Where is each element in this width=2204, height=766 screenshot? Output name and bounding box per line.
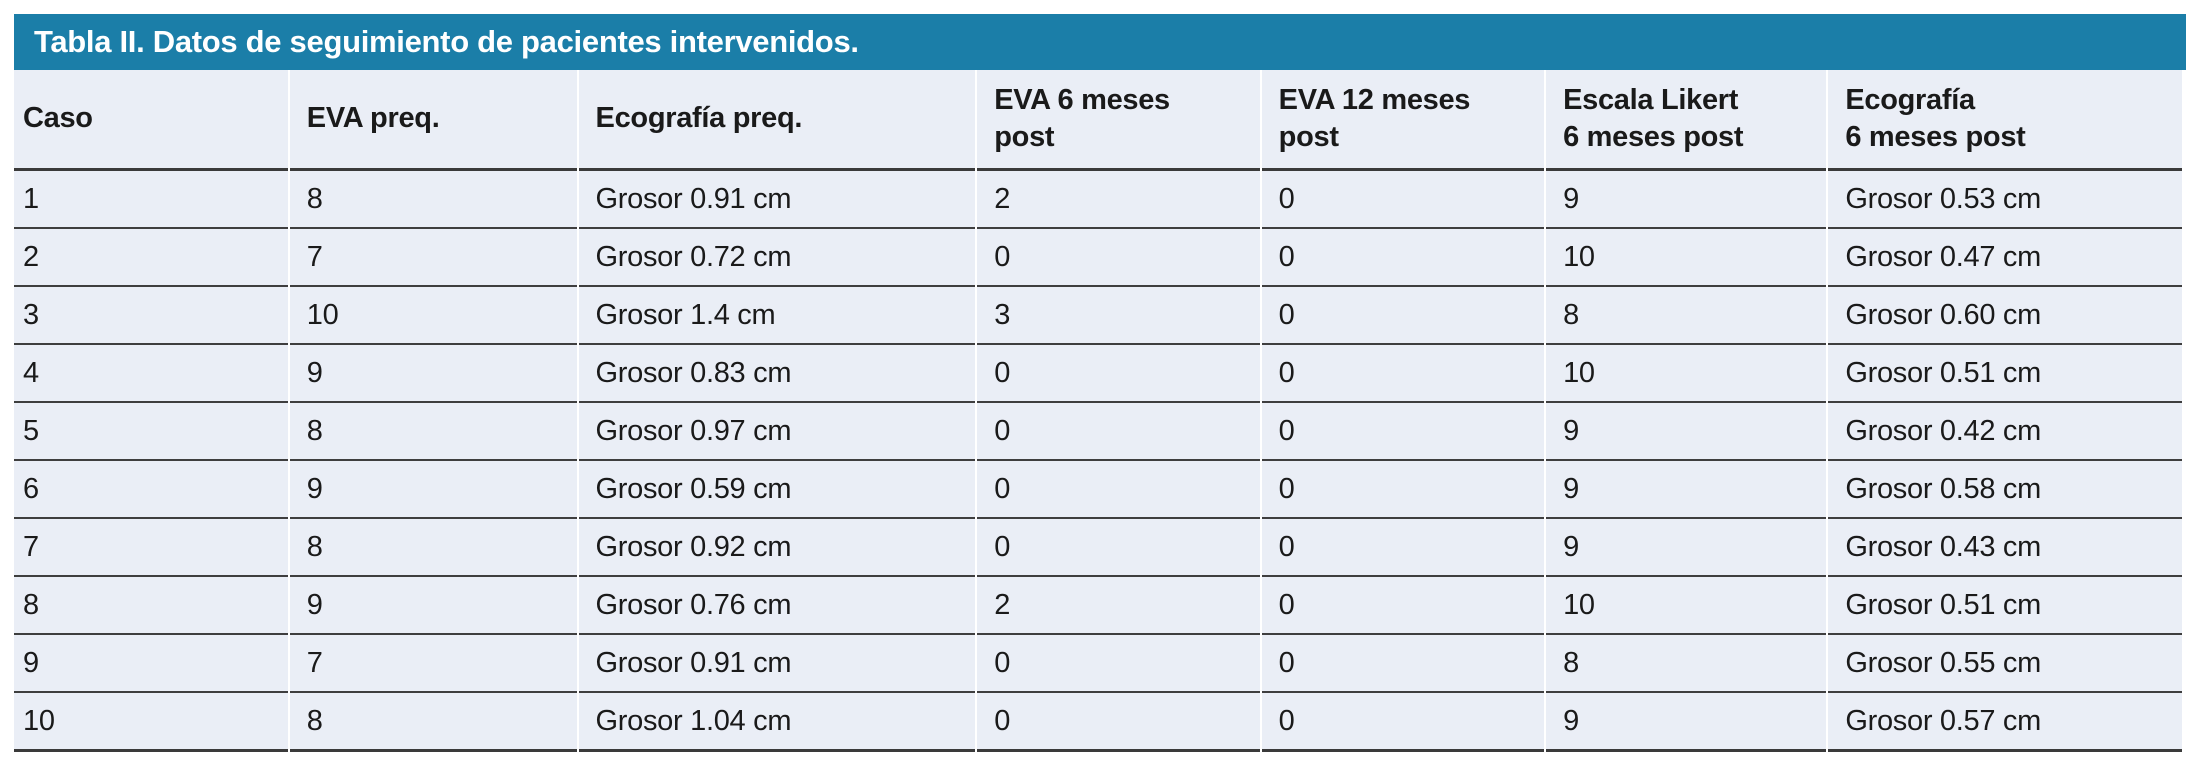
table-cell: Grosor 0.59 cm	[578, 459, 976, 517]
table-cell: 1	[14, 168, 288, 227]
table-cell: 2	[977, 168, 1260, 227]
table-cell: 0	[977, 401, 1260, 459]
table-cell: Grosor 0.51 cm	[1828, 343, 2182, 401]
table-row: 5 8 Grosor 0.97 cm 0 0 9 Grosor 0.42 cm	[14, 401, 2182, 459]
table-cell: 8	[14, 575, 288, 633]
table-cell: 0	[1261, 343, 1545, 401]
table-cell: Grosor 0.97 cm	[578, 401, 976, 459]
column-header-eva-12-meses-post: EVA 12 meses post	[1261, 70, 1545, 168]
table-row: 3 10 Grosor 1.4 cm 3 0 8 Grosor 0.60 cm	[14, 285, 2182, 343]
table-cell: 10	[14, 691, 288, 752]
table-cell: 9	[289, 459, 577, 517]
table-cell: 0	[1261, 168, 1545, 227]
followup-table-card: Tabla II. Datos de seguimiento de pacien…	[14, 14, 2186, 752]
table-cell: Grosor 0.42 cm	[1828, 401, 2182, 459]
table-cell: 2	[14, 227, 288, 285]
table-cell: 7	[289, 633, 577, 691]
table-cell: 3	[14, 285, 288, 343]
table-cell: Grosor 0.51 cm	[1828, 575, 2182, 633]
table-cell: 3	[977, 285, 1260, 343]
table-cell: 9	[1546, 401, 1827, 459]
table-cell: 0	[1261, 633, 1545, 691]
table-cell: Grosor 1.4 cm	[578, 285, 976, 343]
table-cell: 9	[289, 575, 577, 633]
table-cell: 0	[977, 459, 1260, 517]
table-cell: 8	[1546, 633, 1827, 691]
table-row: 9 7 Grosor 0.91 cm 0 0 8 Grosor 0.55 cm	[14, 633, 2182, 691]
table-cell: 2	[977, 575, 1260, 633]
table-cell: 0	[1261, 401, 1545, 459]
table-row: 2 7 Grosor 0.72 cm 0 0 10 Grosor 0.47 cm	[14, 227, 2182, 285]
table-cell: 9	[1546, 691, 1827, 752]
table-cell: 10	[1546, 575, 1827, 633]
followup-table: Caso EVA preq. Ecografía preq. EVA 6 mes…	[12, 70, 2184, 752]
table-cell: 8	[289, 517, 577, 575]
table-cell: Grosor 0.83 cm	[578, 343, 976, 401]
table-cell: 8	[1546, 285, 1827, 343]
table-cell: 7	[14, 517, 288, 575]
table-cell: 0	[1261, 227, 1545, 285]
header-row: Caso EVA preq. Ecografía preq. EVA 6 mes…	[14, 70, 2182, 168]
table-cell: 6	[14, 459, 288, 517]
table-row: 7 8 Grosor 0.92 cm 0 0 9 Grosor 0.43 cm	[14, 517, 2182, 575]
table-cell: Grosor 0.92 cm	[578, 517, 976, 575]
table-cell: Grosor 0.60 cm	[1828, 285, 2182, 343]
table-cell: Grosor 0.91 cm	[578, 633, 976, 691]
table-cell: Grosor 0.55 cm	[1828, 633, 2182, 691]
table-cell: 8	[289, 168, 577, 227]
column-header-escala-likert-6-meses-post: Escala Likert 6 meses post	[1546, 70, 1827, 168]
table-cell: 0	[1261, 575, 1545, 633]
table-cell: Grosor 0.57 cm	[1828, 691, 2182, 752]
table-cell: 0	[977, 227, 1260, 285]
table-cell: Grosor 0.43 cm	[1828, 517, 2182, 575]
column-header-caso: Caso	[14, 70, 288, 168]
table-cell: 9	[1546, 168, 1827, 227]
table-cell: 0	[977, 691, 1260, 752]
table-cell: 8	[289, 691, 577, 752]
table-cell: Grosor 0.53 cm	[1828, 168, 2182, 227]
table-cell: 9	[14, 633, 288, 691]
table-cell: Grosor 0.72 cm	[578, 227, 976, 285]
table-cell: 9	[1546, 517, 1827, 575]
table-row: 6 9 Grosor 0.59 cm 0 0 9 Grosor 0.58 cm	[14, 459, 2182, 517]
table-cell: 0	[977, 343, 1260, 401]
column-header-eva-preq: EVA preq.	[289, 70, 577, 168]
table-row: 10 8 Grosor 1.04 cm 0 0 9 Grosor 0.57 cm	[14, 691, 2182, 752]
table-cell: Grosor 1.04 cm	[578, 691, 976, 752]
table-cell: Grosor 0.91 cm	[578, 168, 976, 227]
table-row: 4 9 Grosor 0.83 cm 0 0 10 Grosor 0.51 cm	[14, 343, 2182, 401]
table-cell: 9	[1546, 459, 1827, 517]
table-cell: 0	[1261, 517, 1545, 575]
table-cell: 5	[14, 401, 288, 459]
table-cell: 0	[1261, 285, 1545, 343]
table-row: 1 8 Grosor 0.91 cm 2 0 9 Grosor 0.53 cm	[14, 168, 2182, 227]
table-cell: Grosor 0.58 cm	[1828, 459, 2182, 517]
table-cell: 0	[1261, 459, 1545, 517]
column-header-ecografia-preq: Ecografía preq.	[578, 70, 976, 168]
table-title: Tabla II. Datos de seguimiento de pacien…	[34, 24, 859, 59]
table-cell: 7	[289, 227, 577, 285]
table-cell: 9	[289, 343, 577, 401]
table-cell: 4	[14, 343, 288, 401]
table-cell: 0	[977, 633, 1260, 691]
table-cell: 10	[1546, 343, 1827, 401]
table-title-bar: Tabla II. Datos de seguimiento de pacien…	[14, 14, 2186, 70]
column-header-eva-6-meses-post: EVA 6 meses post	[977, 70, 1260, 168]
table-cell: 0	[977, 517, 1260, 575]
table-cell: Grosor 0.76 cm	[578, 575, 976, 633]
table-row: 8 9 Grosor 0.76 cm 2 0 10 Grosor 0.51 cm	[14, 575, 2182, 633]
table-cell: 10	[1546, 227, 1827, 285]
column-header-ecografia-6-meses-post: Ecografía 6 meses post	[1828, 70, 2182, 168]
table-cell: 10	[289, 285, 577, 343]
table-cell: 8	[289, 401, 577, 459]
table-cell: 0	[1261, 691, 1545, 752]
table-cell: Grosor 0.47 cm	[1828, 227, 2182, 285]
